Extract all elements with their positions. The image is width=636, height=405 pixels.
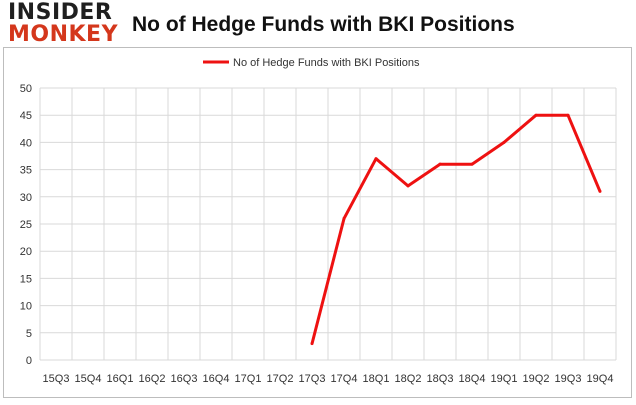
series-line xyxy=(310,113,602,345)
x-tick-label: 16Q2 xyxy=(139,373,166,385)
logo-line2: MONKEY xyxy=(8,22,119,47)
data-point xyxy=(310,342,314,346)
y-tick-label: 30 xyxy=(20,192,32,204)
data-point xyxy=(598,189,602,193)
x-tick-label: 17Q2 xyxy=(267,373,294,385)
logo-line1: INSIDER xyxy=(8,0,113,25)
x-tick-label: 18Q1 xyxy=(363,373,390,385)
insider-monkey-logo: INSIDER MONKEY xyxy=(8,2,120,52)
x-tick-label: 18Q4 xyxy=(459,373,486,385)
data-point xyxy=(438,162,442,166)
y-tick-label: 35 xyxy=(20,165,32,177)
x-tick-label: 17Q4 xyxy=(331,373,358,385)
data-point xyxy=(566,113,570,117)
data-point xyxy=(502,140,506,144)
x-tick-label: 17Q1 xyxy=(235,373,262,385)
y-tick-label: 20 xyxy=(20,246,32,258)
y-tick-label: 5 xyxy=(26,328,32,340)
data-point xyxy=(406,184,410,188)
x-tick-label: 18Q3 xyxy=(427,373,454,385)
data-point xyxy=(374,157,378,161)
x-tick-label: 16Q3 xyxy=(171,373,198,385)
x-tick-label: 16Q4 xyxy=(203,373,230,385)
y-tick-label: 15 xyxy=(20,273,32,285)
y-tick-label: 40 xyxy=(20,137,32,149)
x-tick-label: 19Q4 xyxy=(587,373,614,385)
chart-title: No of Hedge Funds with BKI Positions xyxy=(132,13,515,36)
x-tick-label: 19Q1 xyxy=(491,373,518,385)
x-tick-label: 18Q2 xyxy=(395,373,422,385)
data-point xyxy=(534,113,538,117)
x-tick-label: 19Q2 xyxy=(523,373,550,385)
x-tick-label: 15Q3 xyxy=(43,373,70,385)
x-tick-label: 16Q1 xyxy=(107,373,134,385)
data-point xyxy=(470,162,474,166)
y-tick-label: 25 xyxy=(20,219,32,231)
data-point xyxy=(342,217,346,221)
y-tick-label: 45 xyxy=(20,110,32,122)
legend-label: No of Hedge Funds with BKI Positions xyxy=(233,57,420,69)
y-tick-label: 10 xyxy=(20,301,32,313)
x-tick-label: 15Q4 xyxy=(75,373,102,385)
x-tick-label: 17Q3 xyxy=(299,373,326,385)
y-tick-label: 50 xyxy=(20,83,32,95)
y-tick-label: 0 xyxy=(26,355,32,367)
chart-frame xyxy=(3,47,632,398)
x-tick-label: 19Q3 xyxy=(555,373,582,385)
